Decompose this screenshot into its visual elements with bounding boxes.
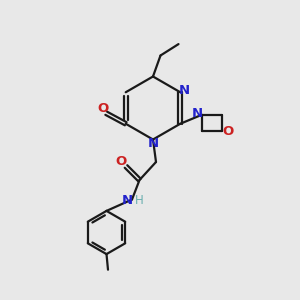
Text: N: N xyxy=(147,136,159,150)
Text: N: N xyxy=(192,107,203,120)
Text: H: H xyxy=(135,194,144,207)
Text: O: O xyxy=(222,125,233,138)
Text: O: O xyxy=(97,102,108,115)
Text: N: N xyxy=(121,194,133,207)
Text: N: N xyxy=(179,84,190,97)
Text: O: O xyxy=(115,155,127,169)
